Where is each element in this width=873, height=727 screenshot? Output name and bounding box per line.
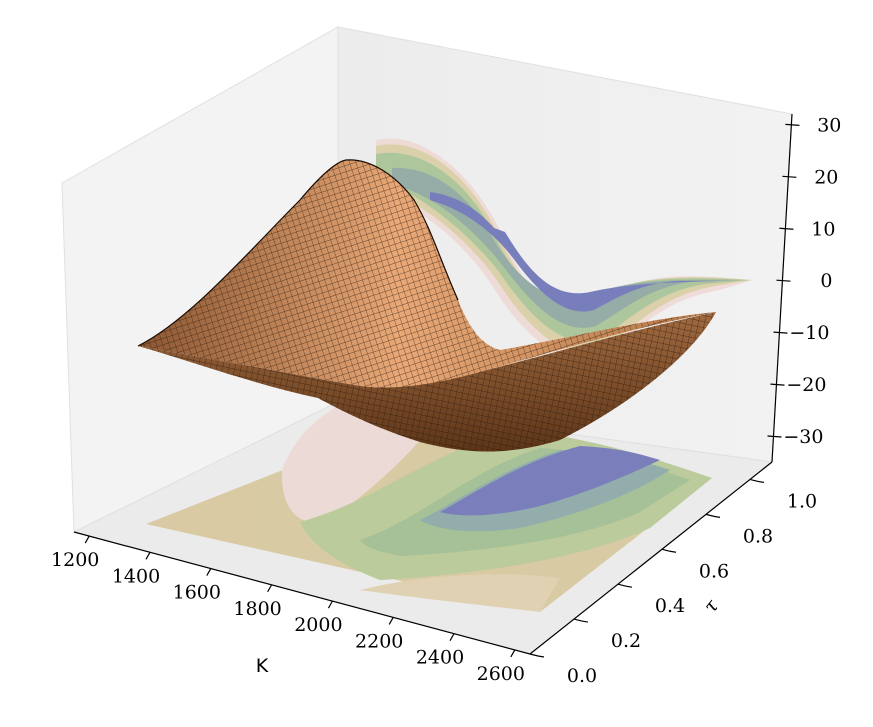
x-tick-label: 2400 bbox=[416, 647, 464, 669]
x-tick bbox=[84, 535, 90, 544]
y-tick-inner bbox=[617, 583, 627, 587]
x-tick bbox=[206, 568, 212, 576]
floor-contour-light-bottom bbox=[360, 574, 560, 612]
floor-contour bbox=[146, 378, 712, 612]
y-tick-labels: 0.0 0.2 0.4 0.6 0.8 1.0 bbox=[567, 490, 817, 687]
y-tick-label: 1.0 bbox=[787, 490, 817, 512]
z-tick bbox=[776, 279, 791, 282]
z-tick-label: −10 bbox=[789, 322, 829, 344]
y-tick-inner bbox=[529, 653, 539, 657]
wall-contour-tan bbox=[376, 144, 752, 354]
z-tick bbox=[770, 383, 785, 386]
x-tick-label: 2600 bbox=[477, 663, 525, 685]
y-tick bbox=[757, 480, 765, 484]
y-tick-inner bbox=[705, 513, 715, 517]
z-tick-label: −30 bbox=[783, 426, 823, 448]
x-axis-label: K bbox=[256, 655, 269, 677]
y-tick bbox=[625, 585, 633, 588]
wall-contour-bluegreen bbox=[392, 167, 740, 328]
surface-trough-mesh bbox=[138, 312, 716, 452]
z-ticks bbox=[767, 123, 800, 438]
z-tick-label: 0 bbox=[820, 270, 832, 292]
axes bbox=[73, 113, 800, 658]
x-tick bbox=[267, 584, 273, 593]
y-tick-inner bbox=[661, 548, 671, 552]
x-tick-label: 1800 bbox=[233, 598, 281, 620]
wall-contour-blue bbox=[430, 192, 720, 312]
y-tick-label: 0.0 bbox=[567, 665, 597, 687]
y-ticks bbox=[529, 478, 765, 658]
wall-contour-green bbox=[376, 152, 750, 342]
x-tick-label: 1400 bbox=[112, 565, 160, 587]
z-tick-labels: 30 20 10 0 −10 −20 −30 bbox=[783, 114, 841, 448]
z-tick bbox=[782, 175, 797, 178]
x-tick-label: 2000 bbox=[294, 614, 342, 636]
y-tick-label: 0.8 bbox=[743, 525, 773, 547]
x-tick bbox=[510, 649, 516, 658]
x-ticks bbox=[84, 535, 516, 658]
z-tick bbox=[779, 227, 794, 230]
y-tick-label: 0.4 bbox=[655, 595, 685, 617]
x-tick-labels: 1200 1400 1600 1800 2000 2200 2400 2600 bbox=[51, 549, 525, 685]
surface-edge bbox=[137, 159, 459, 347]
x-tick bbox=[327, 600, 333, 609]
x-tick bbox=[388, 617, 394, 625]
z-tick bbox=[773, 331, 788, 334]
z-axis-line bbox=[771, 113, 793, 463]
z-tick bbox=[785, 123, 800, 126]
y-tick bbox=[581, 620, 589, 623]
y-tick bbox=[537, 655, 545, 658]
y-tick-inner bbox=[749, 478, 759, 483]
x-tick-label: 1200 bbox=[51, 549, 99, 571]
y-tick-inner bbox=[573, 618, 583, 622]
z-tick-label: 30 bbox=[817, 114, 841, 136]
z-tick bbox=[767, 435, 782, 438]
surface bbox=[137, 159, 716, 452]
y-tick bbox=[669, 550, 677, 553]
y-tick-label: 0.2 bbox=[611, 630, 641, 652]
back-wall-contour bbox=[376, 138, 752, 362]
floor-contour-blue bbox=[440, 446, 660, 516]
surface-hump-mesh bbox=[138, 159, 716, 388]
y-tick bbox=[713, 515, 721, 518]
z-tick-label: 10 bbox=[811, 218, 835, 240]
x-tick bbox=[145, 552, 151, 560]
z-tick-label: 20 bbox=[814, 166, 838, 188]
x-tick-label: 2200 bbox=[355, 630, 403, 652]
z-tick-label: −20 bbox=[786, 374, 826, 396]
y-axis-line bbox=[529, 461, 773, 655]
x-tick-label: 1600 bbox=[173, 582, 221, 604]
x-tick bbox=[449, 633, 455, 641]
y-tick-label: 0.6 bbox=[699, 560, 729, 582]
y-axis-label: τ bbox=[699, 595, 723, 617]
